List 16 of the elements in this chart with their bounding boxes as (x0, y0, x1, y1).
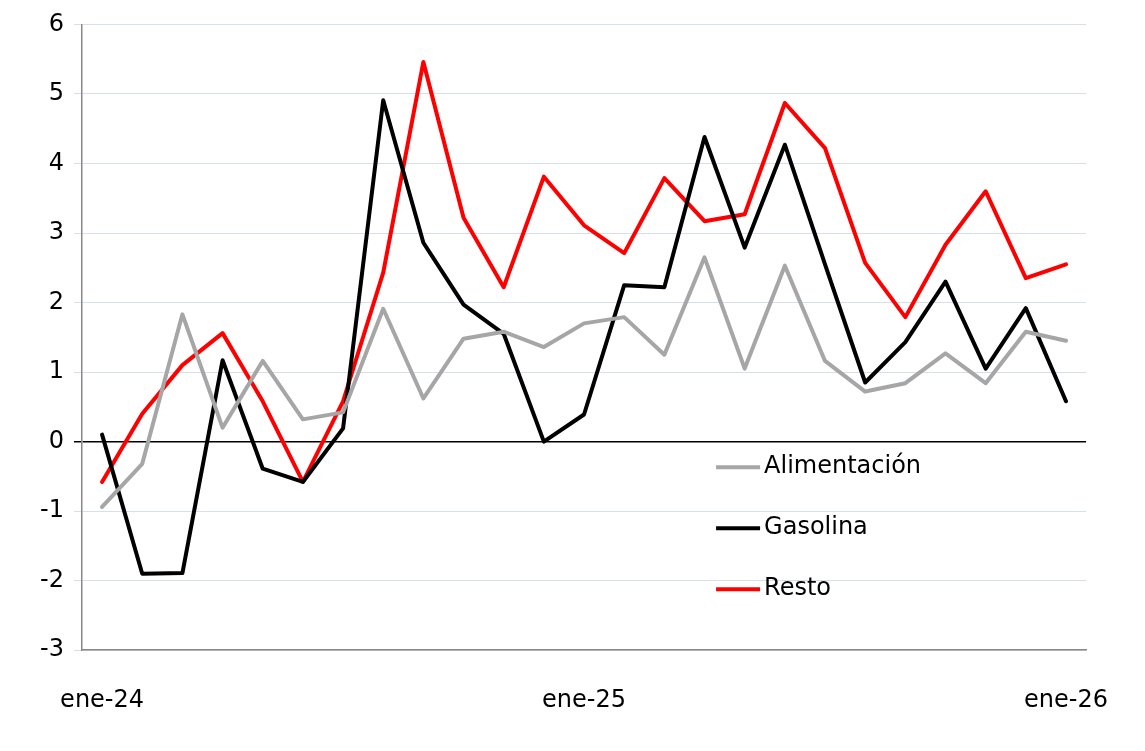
y-tick-label: 0 (48, 425, 64, 454)
y-tick-label: 4 (48, 147, 64, 176)
y-tick-label: 2 (48, 286, 64, 315)
x-tick-label: ene-25 (542, 684, 627, 713)
y-tick-label: -3 (40, 634, 64, 663)
legend-label: Alimentación (764, 451, 922, 480)
y-tick-label: 3 (48, 217, 64, 246)
legend-label: Gasolina (764, 512, 868, 541)
y-tick-label: 6 (48, 8, 64, 37)
y-tick-label: -2 (40, 564, 64, 593)
y-tick-label: 1 (48, 356, 64, 385)
legend-label: Resto (764, 573, 832, 602)
y-tick-label: -1 (40, 495, 64, 524)
x-tick-label: ene-26 (1024, 684, 1108, 713)
y-tick-label: 5 (48, 78, 64, 107)
x-tick-label: ene-24 (60, 684, 145, 713)
